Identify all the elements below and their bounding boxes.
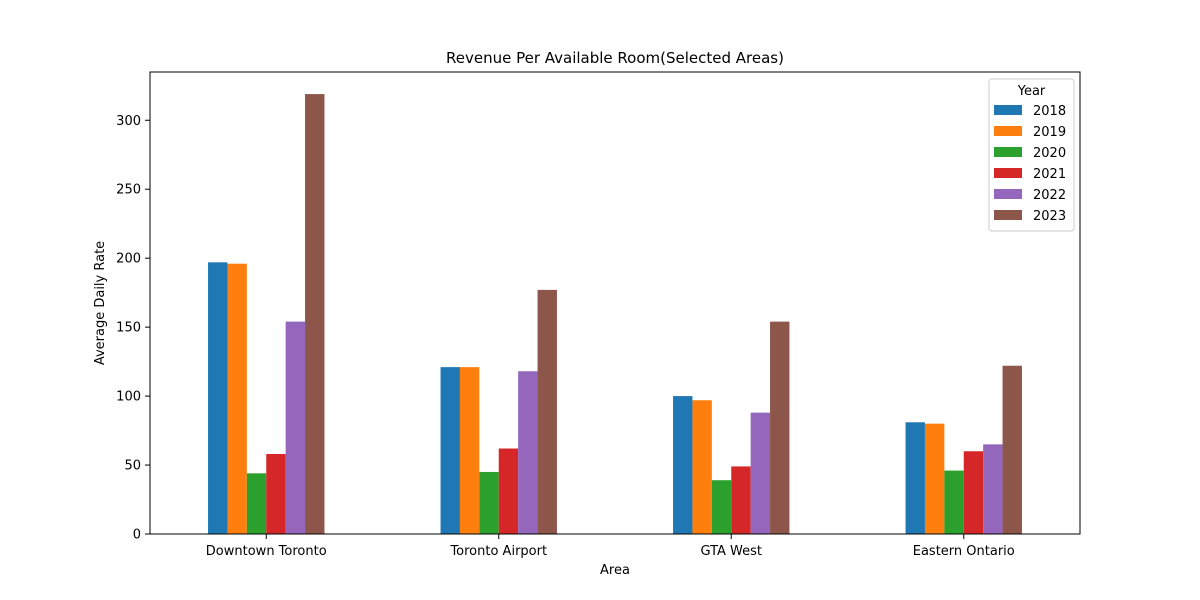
x-tick-label: GTA West xyxy=(700,544,762,559)
legend-label-2023: 2023 xyxy=(1033,209,1066,224)
bar-2018-1 xyxy=(440,367,460,534)
legend-label-2021: 2021 xyxy=(1033,167,1066,182)
y-tick-label: 150 xyxy=(116,321,141,336)
x-tick-label: Downtown Toronto xyxy=(206,544,327,559)
y-tick-label: 100 xyxy=(116,390,141,405)
bar-2020-2 xyxy=(711,480,732,534)
bar-2021-3 xyxy=(963,451,984,534)
legend-swatch-2019 xyxy=(994,126,1022,136)
bar-2018-0 xyxy=(208,262,228,534)
bar-2019-2 xyxy=(692,400,712,534)
y-tick-label: 0 xyxy=(133,528,141,543)
y-axis-label: Average Daily Rate xyxy=(93,241,108,365)
legend-swatch-2020 xyxy=(994,147,1022,157)
bar-2018-2 xyxy=(673,396,693,534)
bar-2023-0 xyxy=(305,94,325,534)
bar-2020-0 xyxy=(246,473,267,534)
legend-swatch-2018 xyxy=(994,105,1022,115)
y-tick-label: 200 xyxy=(116,252,141,267)
bar-2021-1 xyxy=(498,448,519,534)
legend-label-2020: 2020 xyxy=(1033,146,1066,161)
plot-frame xyxy=(149,71,1081,535)
legend-label-2022: 2022 xyxy=(1033,188,1066,203)
y-tick-label: 300 xyxy=(116,114,141,129)
bar-2019-1 xyxy=(459,367,480,534)
x-axis-label: Area xyxy=(600,563,630,578)
bar-2020-3 xyxy=(944,470,964,534)
bar-2023-2 xyxy=(770,321,790,534)
legend-swatch-2022 xyxy=(994,189,1022,199)
legend-title: Year xyxy=(1017,84,1046,99)
bar-2019-3 xyxy=(924,423,945,534)
bar-2022-3 xyxy=(983,444,1003,534)
bar-2021-2 xyxy=(731,466,751,534)
legend: Year 2018 2019 2020 2021 2022 2023 xyxy=(988,78,1075,232)
x-tick-label: Eastern Ontario xyxy=(913,544,1015,559)
y-tick-label: 250 xyxy=(116,183,141,198)
bar-2022-1 xyxy=(518,371,538,534)
legend-swatch-2023 xyxy=(994,210,1022,220)
bar-2023-3 xyxy=(1002,365,1022,534)
y-axis: 0 50 100 150 200 250 300 xyxy=(116,114,150,543)
bar-2023-1 xyxy=(537,289,557,534)
legend-label-2018: 2018 xyxy=(1033,104,1066,119)
bar-2022-0 xyxy=(285,321,306,534)
bars-group xyxy=(208,94,1022,534)
x-tick-label: Toronto Airport xyxy=(449,544,547,559)
bar-2022-2 xyxy=(750,412,771,534)
bar-2020-1 xyxy=(479,471,499,534)
bar-2018-3 xyxy=(905,422,925,534)
x-axis: Downtown Toronto Toronto Airport GTA West E… xyxy=(206,534,1015,559)
bar-2019-0 xyxy=(227,263,247,534)
y-tick-label: 50 xyxy=(124,459,141,474)
chart-title: Revenue Per Available Room(Selected Area… xyxy=(446,49,784,67)
legend-label-2019: 2019 xyxy=(1033,125,1066,140)
bar-2021-0 xyxy=(266,454,286,534)
legend-swatch-2021 xyxy=(994,168,1022,178)
